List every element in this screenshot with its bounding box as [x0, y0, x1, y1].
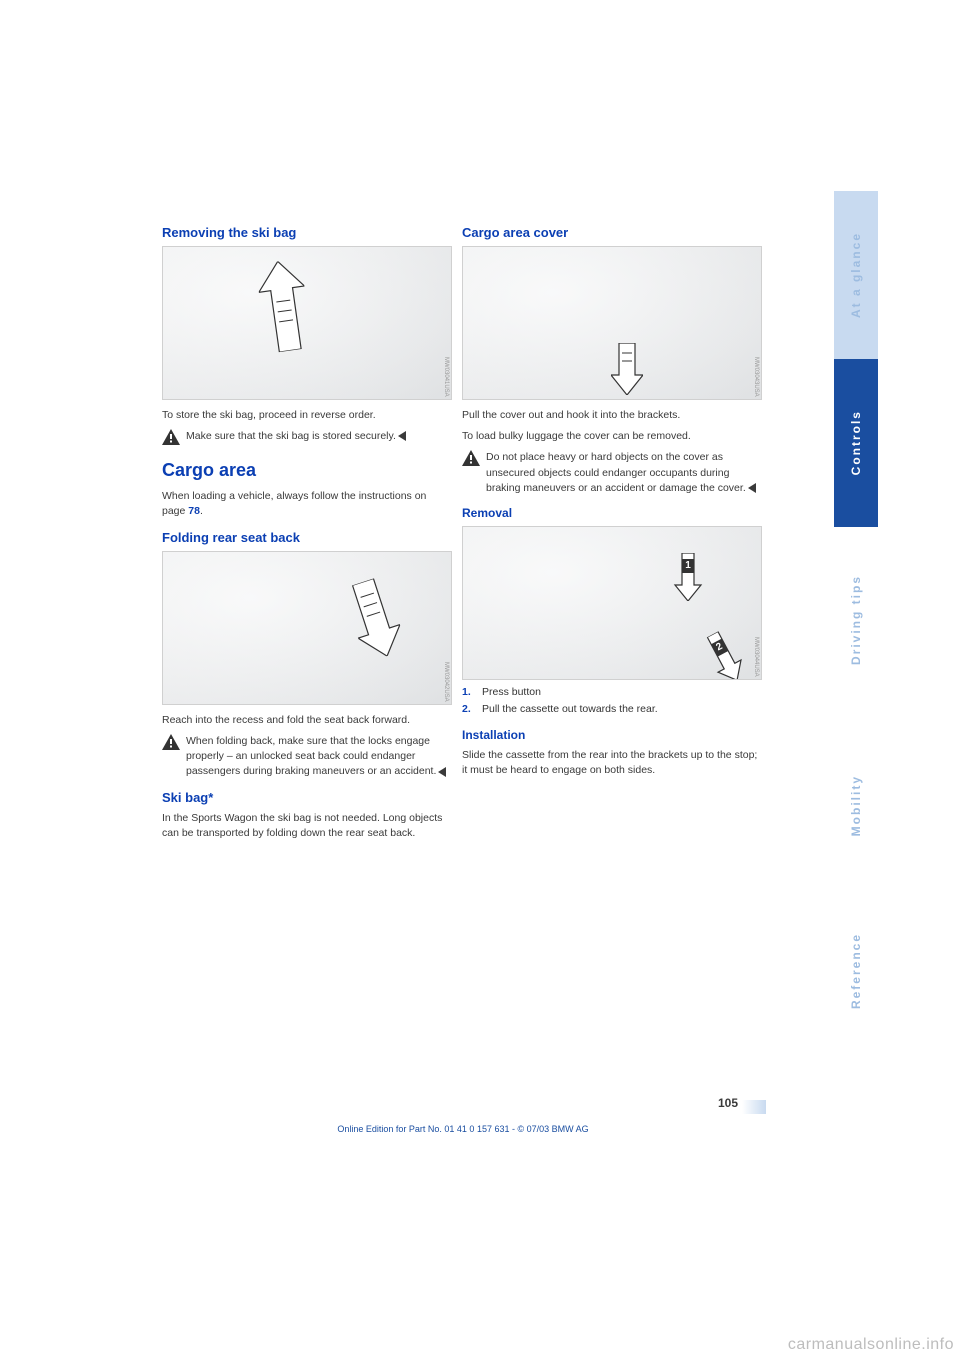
figure-code: MW03044USA: [753, 637, 759, 677]
watermark: carmanualsonline.info: [788, 1336, 954, 1354]
steps-list: 1. Press button 2. Pull the cassette out t…: [462, 684, 762, 718]
paragraph: In the Sports Wagon the ski bag is not n…: [162, 811, 452, 841]
warning-icon: [162, 429, 180, 450]
heading-removal: Removal: [462, 506, 762, 520]
footer-text: Online Edition for Part No. 01 41 0 157 …: [160, 1124, 766, 1134]
tab-at-a-glance[interactable]: At a glance: [834, 191, 878, 359]
page: At a glance Controls Driving tips Mobili…: [0, 0, 960, 1358]
paragraph: To store the ski bag, proceed in reverse…: [162, 408, 452, 423]
tab-controls[interactable]: Controls: [834, 359, 878, 527]
tab-label: Driving tips: [849, 575, 863, 665]
paragraph: Pull the cover out and hook it into the …: [462, 408, 762, 423]
left-column: Removing the ski bag MW03041USA To store…: [162, 225, 452, 847]
paragraph: When loading a vehicle, always follow th…: [162, 489, 452, 519]
heading-cargo-area: Cargo area: [162, 460, 452, 481]
heading-removing-ski-bag: Removing the ski bag: [162, 225, 452, 240]
tab-mobility[interactable]: Mobility: [834, 713, 878, 899]
figure-code: MW03042USA: [443, 662, 449, 702]
arrow-icon: [611, 343, 643, 395]
step-text: Press button: [482, 684, 541, 701]
figure-folding-seat: MW03042USA: [162, 551, 452, 705]
warning-text: Make sure that the ski bag is stored sec…: [186, 429, 406, 444]
warning-icon: [462, 450, 480, 471]
page-number: 105: [718, 1096, 738, 1110]
paragraph: Reach into the recess and fold the seat …: [162, 713, 452, 728]
callout-1: 1: [673, 553, 703, 606]
step-text: Pull the cassette out towards the rear.: [482, 701, 658, 718]
figure-ski-bag: MW03041USA: [162, 246, 452, 400]
content: Removing the ski bag MW03041USA To store…: [162, 225, 762, 847]
end-mark-icon: [398, 431, 406, 441]
warning-block: Do not place heavy or hard objects on th…: [462, 450, 762, 496]
list-item: 1. Press button: [462, 684, 762, 701]
paragraph: Slide the cassette from the rear into th…: [462, 748, 762, 778]
side-tabs: At a glance Controls Driving tips Mobili…: [834, 191, 878, 1043]
right-column: Cargo area cover MW03043USA Pull the cov…: [462, 225, 762, 784]
callout-number: 1: [682, 559, 694, 573]
paragraph: To load bulky luggage the cover can be r…: [462, 429, 762, 444]
figure-code: MW03043USA: [753, 357, 759, 397]
heading-installation: Installation: [462, 728, 762, 742]
warning-icon: [162, 734, 180, 755]
heading-ski-bag-opt: Ski bag*: [162, 790, 452, 805]
step-number: 1.: [462, 684, 476, 701]
warning-text: When folding back, make sure that the lo…: [186, 734, 452, 780]
step-number: 2.: [462, 701, 476, 718]
page-reference[interactable]: 78: [188, 505, 200, 517]
tab-driving-tips[interactable]: Driving tips: [834, 527, 878, 713]
list-item: 2. Pull the cassette out towards the rear…: [462, 701, 762, 718]
tab-label: At a glance: [849, 232, 863, 318]
heading-folding-seat: Folding rear seat back: [162, 530, 452, 545]
figure-code: MW03041USA: [443, 357, 449, 397]
warning-block: When folding back, make sure that the lo…: [162, 734, 452, 780]
end-mark-icon: [748, 483, 756, 493]
tab-label: Mobility: [849, 775, 863, 836]
tab-label: Controls: [849, 410, 863, 475]
end-mark-icon: [438, 767, 446, 777]
tab-label: Reference: [849, 933, 863, 1009]
warning-block: Make sure that the ski bag is stored sec…: [162, 429, 452, 450]
footer-gradient: [742, 1100, 766, 1114]
figure-removal: 1 2 MW03044USA: [462, 526, 762, 680]
heading-cargo-cover: Cargo area cover: [462, 225, 762, 240]
figure-cargo-cover: MW03043USA: [462, 246, 762, 400]
tab-reference[interactable]: Reference: [834, 899, 878, 1043]
footer-bar: 105: [160, 1100, 766, 1114]
warning-text: Do not place heavy or hard objects on th…: [486, 450, 762, 496]
